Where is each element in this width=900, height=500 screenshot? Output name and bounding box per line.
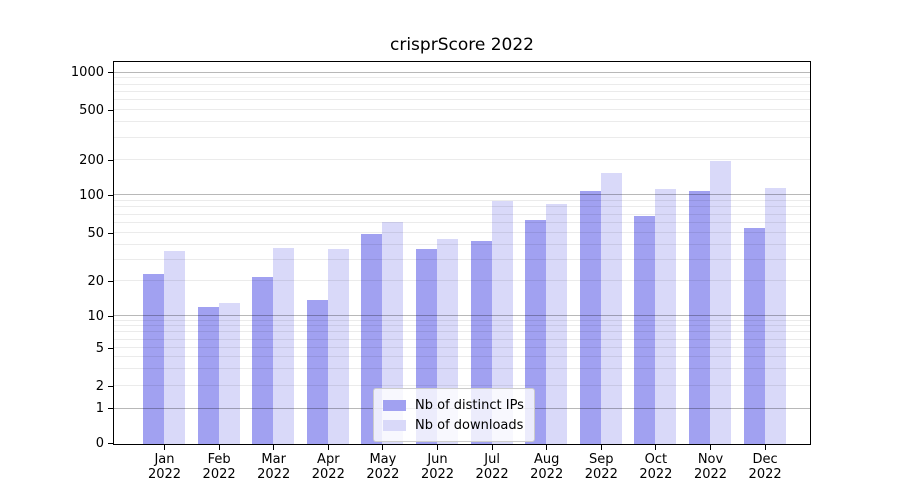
y-tick-mark: [108, 443, 113, 445]
y-tick-label: 5: [95, 340, 104, 356]
gridline-major: [114, 71, 810, 73]
x-tick-label: Sep 2022: [584, 452, 618, 482]
x-tick-mark: [546, 445, 548, 450]
y-tick-mark: [108, 109, 113, 111]
bar-distinct-ips-jan: [143, 274, 164, 444]
x-tick-mark: [436, 445, 439, 450]
legend: Nb of distinct IPs Nb of downloads: [373, 388, 535, 442]
bar-distinct-ips-apr: [306, 299, 328, 444]
legend-swatch-downloads: [383, 419, 406, 431]
y-tick-label: 50: [87, 225, 104, 241]
bar-downloads-sep: [600, 173, 622, 444]
gridline-minor: [114, 109, 810, 110]
x-tick-mark: [218, 445, 220, 450]
bar-downloads-mar: [273, 247, 295, 444]
bar-distinct-ips-nov: [689, 190, 710, 444]
y-tick-label: 500: [79, 102, 104, 118]
x-tick-label: Feb 2022: [202, 452, 236, 482]
gridline-minor: [114, 136, 810, 138]
y-tick-label: 1: [95, 401, 104, 416]
y-tick-mark: [108, 347, 113, 349]
y-tick-mark: [108, 159, 113, 161]
x-tick-mark: [163, 445, 166, 450]
x-tick-label: Oct 2022: [639, 452, 673, 482]
y-tick-label: 2: [95, 378, 104, 394]
y-tick-label: 0: [95, 436, 104, 451]
bar-downloads-jan: [164, 250, 185, 444]
bar-distinct-ips-oct: [634, 215, 656, 444]
x-tick-label: Aug 2022: [530, 452, 564, 482]
x-tick-mark: [491, 445, 493, 450]
chart-title: crisprScore 2022: [390, 35, 534, 55]
bar-distinct-ips-sep: [579, 190, 601, 444]
y-tick-label: 1000: [70, 65, 104, 80]
bar-distinct-ips-mar: [252, 276, 274, 444]
y-tick-mark: [108, 315, 113, 317]
y-tick-label: 10: [87, 308, 104, 324]
x-tick-label: Mar 2022: [257, 452, 291, 482]
bar-downloads-oct: [655, 189, 677, 444]
legend-swatch-distinct-ips: [383, 399, 406, 411]
gridline-minor: [114, 159, 810, 160]
x-tick-mark: [764, 445, 766, 450]
y-tick-mark: [108, 72, 113, 74]
bar-distinct-ips-dec: [743, 228, 765, 444]
y-tick-label: 100: [79, 187, 104, 203]
legend-label: Nb of distinct IPs: [415, 397, 524, 413]
bar-distinct-ips-aug: [525, 219, 547, 444]
gridline-minor: [114, 90, 810, 92]
gridline-minor: [114, 77, 810, 79]
x-tick-mark: [273, 445, 275, 450]
x-tick-mark: [709, 445, 712, 450]
y-tick-label: 20: [87, 273, 104, 289]
bar-downloads-feb: [218, 303, 240, 444]
legend-label: Nb of downloads: [415, 417, 524, 433]
gridline-minor: [114, 83, 810, 85]
x-tick-label: Jan 2022: [147, 452, 182, 482]
y-tick-mark: [108, 385, 113, 387]
y-tick-label: 200: [79, 152, 104, 168]
y-tick-mark: [108, 232, 113, 234]
legend-row: Nb of distinct IPs: [383, 395, 524, 415]
bar-downloads-aug: [546, 204, 568, 444]
y-tick-mark: [108, 408, 113, 410]
x-tick-label: Nov 2022: [693, 452, 728, 482]
legend-row: Nb of downloads: [383, 415, 524, 435]
x-tick-mark: [327, 445, 329, 450]
x-tick-label: Jun 2022: [420, 452, 455, 482]
bar-distinct-ips-feb: [197, 307, 219, 444]
gridline-minor: [114, 121, 810, 123]
x-tick-mark: [600, 445, 602, 450]
x-tick-label: May 2022: [366, 452, 400, 482]
bar-downloads-apr: [327, 249, 349, 444]
y-tick-mark: [108, 194, 113, 196]
x-tick-mark: [655, 445, 657, 450]
bar-downloads-jul: [491, 200, 513, 444]
x-tick-label: Dec 2022: [748, 452, 782, 482]
bar-downloads-dec: [764, 188, 786, 444]
bar-downloads-nov: [710, 160, 731, 444]
x-tick-label: Apr 2022: [311, 452, 345, 482]
gridline-minor: [114, 99, 810, 101]
x-tick-mark: [382, 445, 384, 450]
x-tick-label: Jul 2022: [475, 452, 509, 482]
y-tick-mark: [108, 280, 113, 282]
